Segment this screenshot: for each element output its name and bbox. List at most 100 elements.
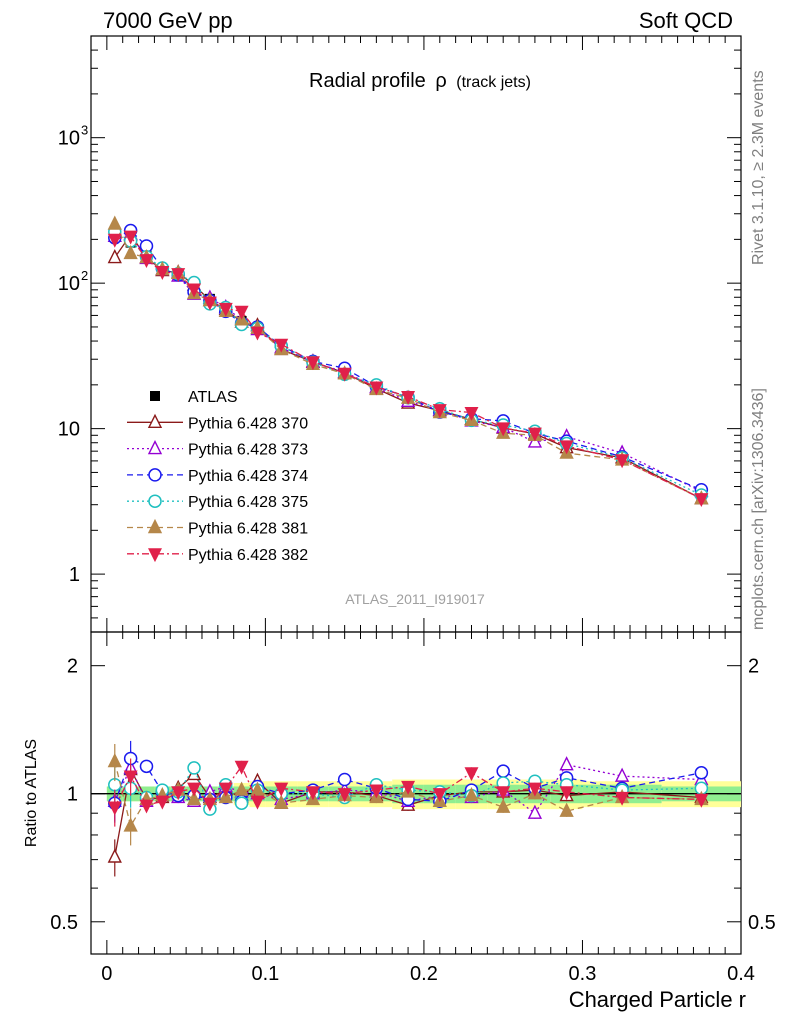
data-point — [559, 440, 574, 455]
data-point — [464, 406, 479, 421]
series-381 — [107, 215, 709, 505]
legend-label: Pythia 6.428 375 — [188, 494, 308, 511]
legend-label: Pythia 6.428 382 — [188, 547, 308, 564]
ratio-point — [234, 760, 249, 775]
y-tick-label-exponent: 3 — [81, 123, 88, 138]
ratio-point — [155, 795, 170, 810]
ratio-point — [107, 801, 122, 816]
series-382 — [107, 230, 709, 508]
data-point — [274, 338, 289, 353]
ratio-point — [559, 802, 574, 817]
ratio-point — [250, 781, 265, 796]
data-point — [432, 404, 447, 419]
data-point — [694, 493, 709, 508]
legend-label: Pythia 6.428 370 — [188, 415, 308, 432]
y-tick-label: 10 — [58, 128, 80, 150]
data-point — [202, 296, 217, 311]
ratio-point — [187, 782, 202, 797]
ratio-point — [123, 770, 138, 785]
legend-label: Pythia 6.428 373 — [188, 442, 308, 459]
ratio-point — [218, 782, 233, 797]
series-line — [114, 233, 702, 493]
x-tick-label: 0.3 — [569, 963, 597, 985]
ratio-point — [496, 798, 511, 813]
data-point — [234, 305, 249, 320]
series-line — [114, 223, 702, 500]
x-tick-label: 0.1 — [251, 963, 279, 985]
ratio-y-tick-label: 0.5 — [50, 912, 78, 934]
ratio-point — [369, 784, 384, 799]
data-point — [107, 233, 122, 248]
data-point — [107, 215, 122, 230]
mcplots-label: mcplots.cern.ch [arXiv:1306.3436] — [750, 388, 767, 630]
ratio-line — [114, 766, 702, 811]
ratio-y-tick-label-right: 2 — [748, 656, 759, 678]
data-point — [218, 302, 233, 317]
ratio-point — [186, 790, 202, 806]
ratio-point — [123, 817, 138, 832]
legend-marker — [150, 391, 160, 401]
legend-label: ATLAS — [188, 389, 238, 406]
x-tick-label: 0.4 — [727, 963, 755, 985]
main-frame — [90, 35, 742, 633]
title-symbol: ρ — [435, 70, 446, 92]
ratio-point — [202, 797, 217, 812]
ratio-point — [274, 794, 289, 809]
ratio-point — [234, 781, 249, 796]
data-point — [615, 454, 630, 469]
ratio-line — [114, 764, 702, 815]
y-tick-label: 10 — [58, 419, 80, 441]
ratio-point — [234, 796, 249, 810]
ratio-point — [139, 759, 154, 774]
ratio-point — [305, 786, 320, 801]
rivet-label: Rivet 3.1.10, ≥ 2.3M events — [750, 70, 767, 265]
y-tick-label: 10 — [58, 273, 80, 295]
ratio-point — [107, 848, 122, 863]
ratio-line — [114, 757, 702, 804]
ratio-point — [559, 756, 574, 771]
ratio-point — [527, 782, 542, 797]
ratio-y-tick-label-right: 0.5 — [748, 912, 776, 934]
title-text: Radial profile — [309, 70, 426, 92]
legend-marker — [148, 494, 162, 508]
x-tick-label: 0.2 — [410, 963, 438, 985]
y-tick-label: 1 — [69, 564, 80, 586]
ratio-line — [114, 761, 702, 828]
ratio-point — [337, 788, 352, 803]
ratio-point — [337, 772, 352, 787]
data-point — [401, 391, 416, 405]
header-right: Soft QCD — [639, 8, 733, 33]
data-point — [369, 381, 384, 396]
y-tick-label-exponent: 2 — [81, 268, 88, 283]
ratio-point — [496, 786, 511, 801]
data-point — [123, 230, 138, 245]
ratio-ylabel: Ratio to ATLAS — [23, 739, 40, 847]
ratio-point — [496, 764, 510, 778]
x-axis-label: Charged Particle r — [569, 987, 746, 1012]
main-title: Radial profile ρ (track jets) — [309, 70, 531, 92]
data-point — [527, 427, 542, 442]
legend-marker — [147, 413, 163, 428]
ratio-panel: 0.5 0.5 1 2 2 0 0.1 0.2 0.3 0.4 Ratio to ATLAS Ch… — [23, 631, 776, 1012]
ratio-point — [187, 761, 201, 775]
series-line — [114, 229, 702, 491]
legend-marker — [147, 518, 163, 534]
x-tick-label: 0 — [101, 963, 112, 985]
data-point — [171, 268, 186, 283]
ratio-point — [250, 795, 265, 810]
legend: ATLAS Pythia 6.428 370 Pythia 6.428 373 Pyt… — [127, 389, 308, 564]
data-point — [337, 367, 352, 382]
data-point — [123, 244, 138, 260]
data-point — [305, 356, 320, 371]
ratio-point — [614, 767, 630, 782]
ratio-point — [559, 786, 574, 801]
ratio-point — [464, 767, 479, 782]
legend-label: Pythia 6.428 381 — [188, 521, 308, 538]
data-point — [187, 283, 202, 298]
data-point — [155, 266, 170, 280]
ratio-point — [171, 786, 186, 801]
data-point — [107, 248, 122, 264]
ratio-point — [401, 780, 416, 795]
